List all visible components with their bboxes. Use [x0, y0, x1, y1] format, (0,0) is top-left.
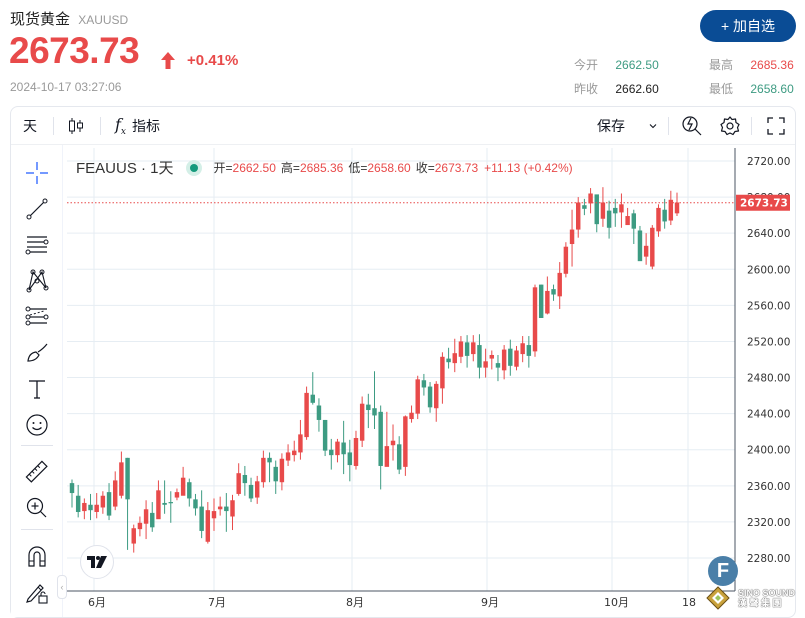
collapse-toolbar-button[interactable]: ‹ [57, 575, 67, 599]
fib-tool[interactable] [24, 232, 50, 258]
current-price: 2673.73 [9, 30, 140, 71]
toolbar-divider [21, 529, 53, 530]
stat-high-value: 2685.36 [750, 58, 794, 72]
f-badge-icon: F [708, 556, 738, 586]
stat-low-label: 最低 [709, 82, 734, 96]
legend-change: +11.13 (+0.42%) [484, 160, 573, 175]
save-dropdown-button[interactable] [648, 107, 658, 145]
crosshair-icon [26, 162, 48, 184]
projection-icon [25, 306, 49, 326]
legend-open: 开=2662.50 [213, 161, 276, 175]
candle-style-button[interactable] [67, 107, 85, 145]
quick-search-button[interactable] [681, 107, 703, 145]
market-status-icon [185, 159, 202, 176]
timestamp: 2024-10-17 03:27:06 [10, 80, 122, 94]
trend-line-icon [26, 198, 48, 220]
indicators-button[interactable]: fx 指标 [115, 107, 160, 145]
change-percent: +0.41% [187, 52, 239, 69]
text-icon [29, 380, 45, 399]
legend-high: 高=2685.36 [280, 161, 344, 175]
toolbar-divider [53, 117, 54, 135]
tv-logo-icon [87, 556, 107, 568]
emoji-tool[interactable] [24, 412, 50, 438]
zoom-in-tool[interactable] [24, 495, 50, 521]
instrument-title: 现货黄金 XAUUSD [10, 8, 128, 29]
lightning-search-icon [682, 116, 702, 136]
toolbar-divider [100, 117, 101, 135]
smiley-icon [26, 414, 48, 436]
watermark-logo-icon [706, 586, 730, 610]
measure-tool[interactable] [24, 459, 50, 485]
chart-widget: 天 fx 指标 保存 [10, 106, 796, 618]
watermark-text: SINO SOUND 漢 聲 集 團 [738, 588, 796, 608]
indicators-label: 指标 [132, 118, 160, 134]
stat-prev-close-label: 昨收 [574, 82, 599, 96]
magnet-icon [28, 546, 46, 567]
stat-high-label: 最高 [709, 58, 734, 72]
text-tool[interactable] [24, 376, 50, 402]
function-icon: fx [115, 114, 126, 138]
stat-high: 最高 2685.36 [709, 56, 794, 73]
drawing-toolbar [11, 145, 63, 617]
gear-icon [720, 116, 740, 136]
pencil-lock-icon [26, 584, 48, 604]
magnet-tool[interactable] [24, 543, 50, 569]
stat-open: 今开 2662.50 [574, 56, 659, 73]
series-name: FEAUUS · 1天 [76, 160, 174, 177]
chevron-down-icon [649, 124, 657, 129]
toolbar-divider [751, 117, 752, 135]
ruler-icon [25, 460, 48, 483]
fullscreen-button[interactable] [766, 107, 786, 145]
crosshair-tool[interactable] [24, 160, 50, 186]
instrument-symbol: XAUUSD [78, 13, 129, 27]
stat-open-label: 今开 [574, 58, 599, 72]
settings-button[interactable] [719, 107, 741, 145]
trend-line-tool[interactable] [24, 196, 50, 222]
toolbar-divider [21, 445, 53, 446]
stat-prev-close-value: 2662.60 [615, 82, 659, 96]
stat-low-value: 2658.60 [750, 82, 794, 96]
brush-tool[interactable] [24, 340, 50, 366]
add-to-watchlist-button[interactable]: + 加自选 [700, 10, 796, 42]
horizontal-lines-icon [25, 236, 49, 255]
candlestick-icon [69, 118, 83, 134]
legend-low: 低=2658.60 [348, 161, 411, 175]
stat-open-value: 2662.50 [615, 58, 659, 72]
chart-toolbar: 天 fx 指标 保存 [11, 107, 795, 145]
chart-legend: FEAUUS · 1天 开=2662.50 高=2685.36 低=2658.6… [76, 157, 573, 178]
toolbar-divider [668, 117, 669, 135]
interval-button[interactable]: 天 [23, 118, 37, 134]
fullscreen-icon [767, 117, 785, 135]
projection-tool[interactable] [24, 304, 50, 330]
save-label: 保存 [597, 118, 625, 134]
up-arrow-icon [161, 52, 175, 69]
zoom-in-icon [26, 497, 47, 518]
stat-prev-close: 昨收 2662.60 [574, 80, 659, 97]
tradingview-logo[interactable] [80, 545, 114, 579]
legend-close: 收=2673.73 [415, 161, 479, 175]
lock-drawings-tool[interactable] [24, 579, 50, 605]
save-button[interactable]: 保存 [597, 107, 625, 145]
pattern-icon [26, 269, 49, 293]
brush-icon [27, 343, 48, 362]
instrument-name: 现货黄金 [10, 11, 71, 28]
pattern-tool[interactable] [24, 268, 50, 294]
stat-low: 最低 2658.60 [709, 80, 794, 97]
